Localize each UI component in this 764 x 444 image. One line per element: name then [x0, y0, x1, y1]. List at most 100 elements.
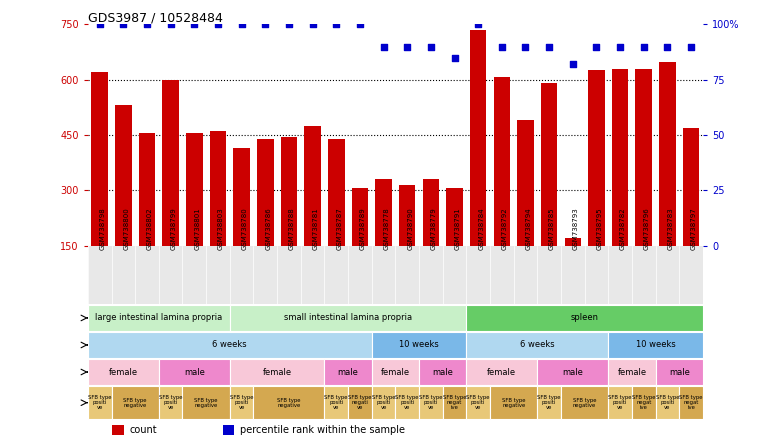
- Text: GSM738800: GSM738800: [123, 207, 129, 250]
- Text: GSM738780: GSM738780: [241, 207, 248, 250]
- Point: [685, 43, 698, 50]
- Bar: [419, 386, 442, 419]
- Point: [425, 43, 437, 50]
- Point: [520, 43, 532, 50]
- Bar: [88, 305, 230, 331]
- Text: 6 weeks: 6 weeks: [520, 341, 555, 349]
- Bar: [561, 386, 608, 419]
- Text: SFB type
positi
ve: SFB type positi ve: [466, 395, 490, 410]
- Bar: [466, 359, 537, 385]
- Text: SFB type
negat
ive: SFB type negat ive: [632, 395, 656, 410]
- Text: female: female: [380, 368, 410, 377]
- Bar: [375, 179, 392, 301]
- Text: GSM738785: GSM738785: [549, 208, 555, 250]
- Bar: [159, 386, 183, 419]
- Text: male: male: [432, 368, 453, 377]
- Bar: [230, 359, 325, 385]
- Text: SFB type
negative: SFB type negative: [194, 398, 218, 408]
- Bar: [683, 127, 699, 301]
- Bar: [442, 386, 466, 419]
- Point: [164, 21, 176, 28]
- Bar: [632, 386, 656, 419]
- Text: male: male: [668, 368, 690, 377]
- Bar: [325, 359, 372, 385]
- Text: GSM738794: GSM738794: [526, 208, 532, 250]
- Text: GSM738783: GSM738783: [668, 207, 673, 250]
- Text: SFB type
negat
ive: SFB type negat ive: [679, 395, 703, 410]
- Text: GSM738798: GSM738798: [99, 207, 105, 250]
- Text: SFB type
positi
ve: SFB type positi ve: [372, 395, 395, 410]
- Point: [235, 21, 248, 28]
- Text: GSM738795: GSM738795: [597, 208, 603, 250]
- Text: GDS3987 / 10528484: GDS3987 / 10528484: [88, 12, 223, 24]
- Bar: [230, 305, 466, 331]
- Text: GSM738790: GSM738790: [407, 207, 413, 250]
- Bar: [466, 332, 608, 358]
- Point: [472, 21, 484, 28]
- Point: [662, 43, 674, 50]
- Text: SFB type
positi
ve: SFB type positi ve: [608, 395, 632, 410]
- Text: GSM738791: GSM738791: [455, 207, 461, 250]
- Bar: [304, 126, 321, 301]
- Bar: [541, 83, 558, 301]
- Bar: [612, 69, 628, 301]
- Point: [567, 61, 579, 68]
- Bar: [466, 305, 703, 331]
- Text: GSM738778: GSM738778: [384, 207, 390, 250]
- Text: SFB type
positi
ve: SFB type positi ve: [537, 395, 561, 410]
- Bar: [112, 386, 159, 419]
- Bar: [608, 332, 703, 358]
- Bar: [372, 359, 419, 385]
- Text: GSM738787: GSM738787: [336, 207, 342, 250]
- Text: male: male: [184, 368, 205, 377]
- Bar: [656, 359, 703, 385]
- Bar: [679, 386, 703, 419]
- Text: 10 weeks: 10 weeks: [399, 341, 439, 349]
- Point: [141, 21, 153, 28]
- Bar: [372, 386, 396, 419]
- Text: GSM738782: GSM738782: [620, 208, 626, 250]
- Bar: [88, 359, 159, 385]
- Bar: [351, 188, 368, 301]
- Text: SFB type
positi
ve: SFB type positi ve: [419, 395, 442, 410]
- Bar: [92, 72, 108, 301]
- Text: large intestinal lamina propria: large intestinal lamina propria: [96, 313, 222, 322]
- Text: GSM738799: GSM738799: [170, 207, 176, 250]
- Bar: [494, 77, 510, 301]
- Bar: [325, 386, 348, 419]
- Bar: [88, 386, 112, 419]
- Text: spleen: spleen: [571, 313, 599, 322]
- Text: GSM738793: GSM738793: [573, 207, 579, 250]
- Text: GSM738786: GSM738786: [265, 207, 271, 250]
- Text: GSM738792: GSM738792: [502, 208, 508, 250]
- Text: SFB type
positi
ve: SFB type positi ve: [396, 395, 419, 410]
- Bar: [186, 133, 202, 301]
- Bar: [209, 131, 226, 301]
- Bar: [163, 79, 179, 301]
- Point: [591, 43, 603, 50]
- Point: [354, 21, 366, 28]
- Point: [543, 43, 555, 50]
- Text: GSM738788: GSM738788: [289, 207, 295, 250]
- Text: GSM738797: GSM738797: [691, 207, 697, 250]
- Point: [330, 21, 342, 28]
- Text: GSM738781: GSM738781: [312, 207, 319, 250]
- Bar: [233, 148, 250, 301]
- Bar: [183, 386, 230, 419]
- Text: female: female: [487, 368, 516, 377]
- Bar: [608, 386, 632, 419]
- Point: [283, 21, 295, 28]
- Bar: [159, 359, 230, 385]
- Bar: [537, 386, 561, 419]
- Text: GSM738801: GSM738801: [194, 207, 200, 250]
- Text: GSM738803: GSM738803: [218, 207, 224, 250]
- Bar: [348, 386, 372, 419]
- Point: [212, 21, 224, 28]
- Bar: [112, 425, 124, 435]
- Bar: [422, 179, 439, 301]
- Bar: [230, 386, 254, 419]
- Point: [448, 54, 461, 61]
- Text: small intestinal lamina propria: small intestinal lamina propria: [284, 313, 412, 322]
- Text: 6 weeks: 6 weeks: [212, 341, 247, 349]
- Point: [93, 21, 105, 28]
